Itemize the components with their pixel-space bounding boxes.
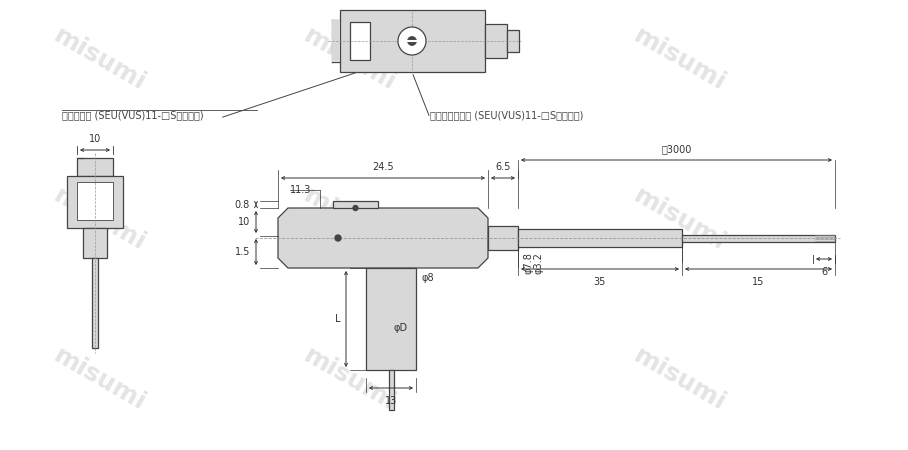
- Text: 1.5: 1.5: [234, 247, 250, 257]
- Text: φ7.8: φ7.8: [524, 252, 534, 274]
- Text: 15: 15: [753, 277, 765, 287]
- Bar: [333, 201, 378, 208]
- Text: 約3000: 約3000: [661, 144, 692, 154]
- Polygon shape: [278, 208, 488, 268]
- Circle shape: [335, 235, 341, 241]
- Text: 10: 10: [238, 217, 250, 227]
- Text: misumi: misumi: [300, 24, 400, 96]
- Bar: [682, 234, 835, 242]
- Text: φD: φD: [394, 323, 408, 333]
- Bar: [488, 226, 518, 250]
- Text: 10: 10: [89, 134, 101, 144]
- Circle shape: [408, 36, 417, 45]
- Text: 11.3: 11.3: [290, 185, 311, 195]
- Text: misumi: misumi: [50, 24, 151, 96]
- Bar: [518, 229, 682, 247]
- Text: 13: 13: [385, 396, 397, 406]
- Polygon shape: [340, 10, 485, 72]
- Text: misumi: misumi: [300, 184, 400, 256]
- Text: misumi: misumi: [629, 184, 730, 256]
- Text: misumi: misumi: [50, 344, 151, 416]
- Text: misumi: misumi: [629, 24, 730, 96]
- Text: 圧力設定トリマ (SEU(VUS)11-□Sのみ付属): 圧力設定トリマ (SEU(VUS)11-□Sのみ付属): [430, 110, 583, 120]
- Bar: [77, 158, 113, 176]
- Circle shape: [353, 206, 358, 211]
- Circle shape: [398, 27, 426, 55]
- Bar: [507, 30, 519, 52]
- Bar: [67, 176, 123, 228]
- Bar: [389, 370, 393, 410]
- Text: 0.8: 0.8: [235, 199, 250, 210]
- Text: misumi: misumi: [300, 344, 400, 416]
- Text: 6.5: 6.5: [495, 162, 510, 172]
- Text: 35: 35: [594, 277, 607, 287]
- Text: φ3.2: φ3.2: [534, 252, 544, 274]
- Text: φ8: φ8: [421, 273, 434, 283]
- Text: 6: 6: [821, 267, 827, 277]
- Bar: [350, 22, 370, 60]
- Text: misumi: misumi: [629, 344, 730, 416]
- Text: misumi: misumi: [50, 184, 151, 256]
- Bar: [92, 258, 98, 348]
- Text: 動作確認灯 (SEU(VUS)11-□Sのみ付属): 動作確認灯 (SEU(VUS)11-□Sのみ付属): [62, 110, 203, 120]
- Bar: [83, 228, 107, 258]
- Bar: [77, 182, 113, 220]
- Bar: [366, 268, 416, 370]
- Text: 24.5: 24.5: [372, 162, 394, 172]
- Polygon shape: [332, 20, 340, 62]
- Text: L: L: [334, 314, 340, 324]
- Bar: [485, 24, 507, 58]
